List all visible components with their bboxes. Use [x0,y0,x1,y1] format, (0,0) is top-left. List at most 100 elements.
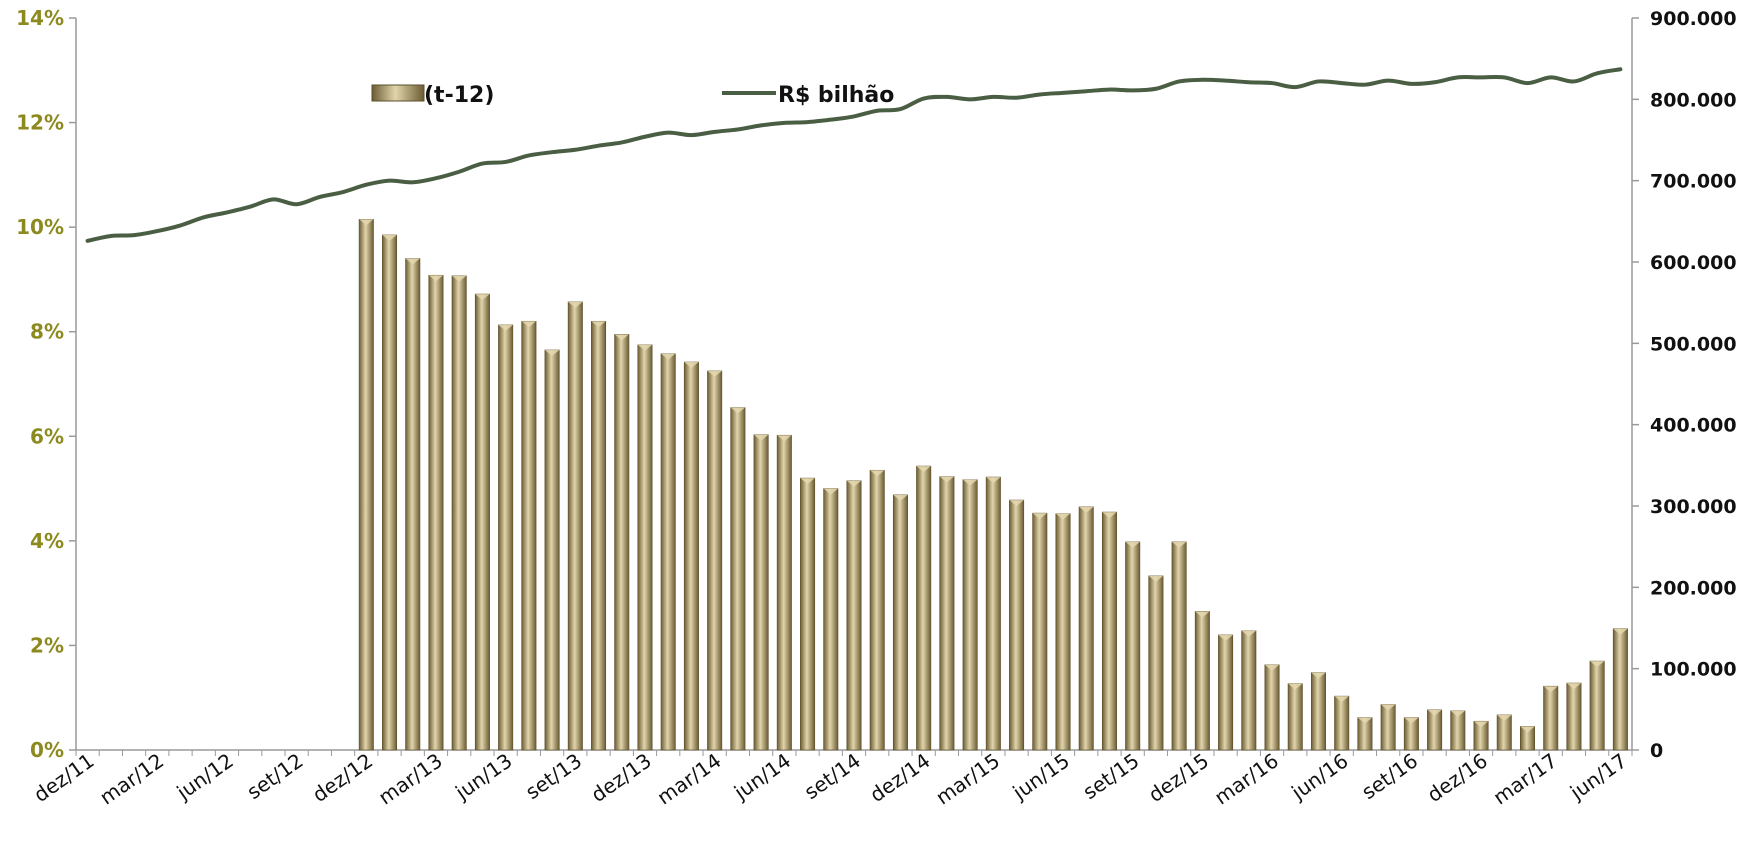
bar [1589,660,1605,751]
bar [823,488,839,751]
bar [521,320,537,751]
bar-cap [846,480,862,487]
right-tick-label: 900.000 [1650,8,1737,30]
bar-cap [1171,541,1187,548]
left-tick-label: 12% [16,111,64,135]
x-tick-label: mar/17 [1489,748,1562,809]
right-tick-label: 500.000 [1650,333,1737,355]
x-tick-label: set/14 [800,748,865,804]
left-tick-label: 8% [30,320,64,344]
bar [1427,709,1443,751]
x-tick-label: jun/15 [1008,748,1074,804]
left-tick-label: 0% [30,738,64,762]
bar-cap [637,344,653,351]
right-tick-label: 300.000 [1650,496,1737,518]
bar [683,361,699,751]
bar [776,434,792,751]
right-tick-label: 200.000 [1650,577,1737,599]
bar-cap [521,321,537,328]
bar [1055,513,1071,751]
bar-cap [1032,513,1047,520]
bar-cap [1404,717,1419,724]
bar [1334,695,1350,751]
x-tick-label: jun/13 [450,748,516,804]
x-tick-label: mar/16 [1210,748,1283,809]
bar-cap [1450,710,1466,717]
bar [939,476,955,751]
x-tick-label: dez/16 [1423,748,1492,806]
bar-cap [382,234,397,241]
bar [1171,541,1187,751]
bar-cap [1520,726,1535,733]
bar-cap [1264,664,1280,671]
right-axis-ticks: 0 100.000 200.000 300.000 400.000 500.000 600.… [1632,8,1737,762]
bar-cap [1148,575,1164,582]
x-tick-label: dez/13 [587,748,656,806]
bar [614,334,630,751]
bar-cap [1125,541,1140,548]
left-axis-ticks: 0% 2% 4% 6% 8% 10% 12% 14% [16,6,76,762]
bar [1032,512,1048,751]
right-tick-label: 800.000 [1650,89,1737,111]
bar [358,219,374,751]
bar [428,274,444,751]
bar [846,480,862,751]
bar-cap [1288,683,1303,690]
x-tick-label: set/16 [1357,748,1422,804]
left-tick-label: 4% [30,529,64,553]
bar [1125,541,1141,751]
x-tick-label: mar/14 [653,748,726,809]
bar-cap [1427,709,1442,716]
bar [1009,499,1025,751]
bar-cap [939,476,955,483]
bar-cap [870,470,885,477]
line-path [85,67,1623,243]
bar [1078,506,1094,751]
bar [1310,672,1326,751]
x-tick-label: jun/12 [172,748,238,804]
x-tick-label: set/12 [242,748,307,804]
x-tick-label: mar/15 [931,748,1004,809]
bar-cap [800,478,815,485]
legend-bar-swatch [371,84,425,102]
right-tick-label: 600.000 [1650,252,1737,274]
x-tick-label: set/15 [1078,748,1143,804]
bar [962,479,978,751]
x-tick-label: jun/17 [1565,748,1631,804]
x-tick-label: mar/13 [374,748,447,809]
bar [660,353,676,751]
bar [1194,611,1210,751]
bar-cap [684,362,699,369]
legend-bar-label: (t-12) [424,83,494,108]
bar-cap [1311,672,1326,679]
bar [1148,575,1164,751]
bar [869,469,885,751]
bar-cap [1589,661,1605,668]
right-tick-label: 0 [1650,740,1663,762]
bar [1101,511,1117,751]
bar [637,344,653,751]
right-tick-label: 400.000 [1650,415,1737,437]
bar-cap [986,477,1001,484]
x-tick-label: jun/16 [1286,748,1352,804]
bar-cap [1473,721,1489,728]
bar-cap [1357,717,1373,724]
bar-cap [661,353,676,360]
bar-cap [568,301,583,308]
bar-cap [1102,512,1117,519]
bar-cap [893,494,908,501]
left-tick-label: 6% [30,424,64,448]
bar-cap [753,434,769,441]
bar-cap [1241,630,1257,637]
bar [1566,682,1582,751]
bar-cap [777,435,792,442]
bar [498,324,514,751]
bar-cap [1613,628,1628,635]
bar [1264,664,1280,751]
bar-cap [1055,513,1071,520]
bar-cap [962,479,978,486]
legend-line-label: R$ bilhão [778,83,894,108]
line-series-rs-bilhao [85,67,1623,243]
bar [1241,630,1257,751]
